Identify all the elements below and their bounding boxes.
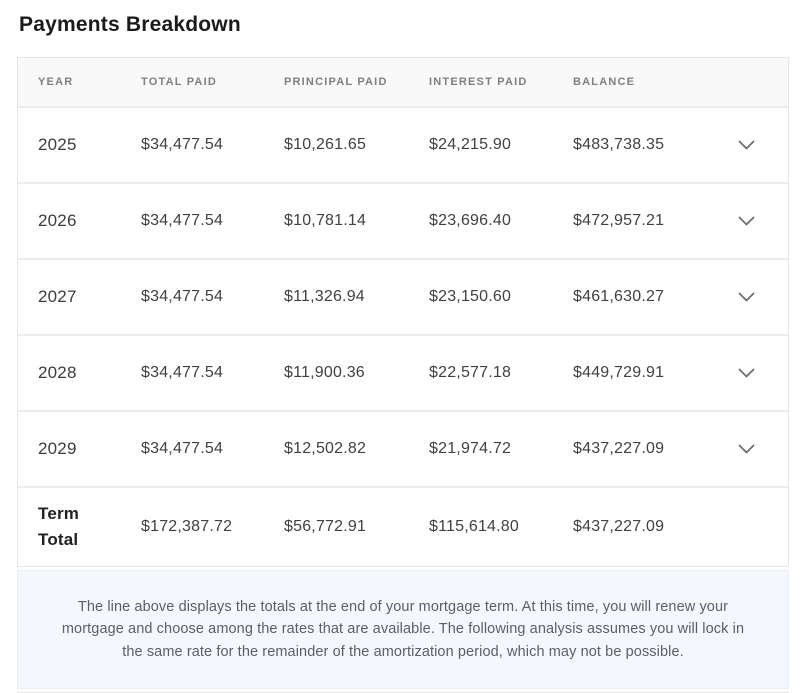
chevron-down-icon xyxy=(738,444,754,453)
cell-year: 2029 xyxy=(38,439,77,458)
chevron-down-icon xyxy=(738,368,754,377)
term-renewal-note: The line above displays the totals at th… xyxy=(17,570,789,689)
chevron-down-icon xyxy=(738,216,754,225)
term-principal-paid: $56,772.91 xyxy=(284,518,367,535)
expand-row-button[interactable] xyxy=(724,260,768,334)
cell-interest-paid: $24,215.90 xyxy=(429,136,512,153)
term-balance: $437,227.09 xyxy=(573,518,665,535)
table-row[interactable]: 2026 $34,477.54 $10,781.14 $23,696.40 $4… xyxy=(18,182,788,258)
column-header-principal-paid: PRINCIPAL PAID xyxy=(284,76,388,88)
term-total-label: Term Total xyxy=(38,503,80,549)
column-header-balance: BALANCE xyxy=(573,76,636,88)
expand-row-button[interactable] xyxy=(724,108,768,182)
cell-total-paid: $34,477.54 xyxy=(141,364,224,381)
payments-table: YEAR TOTAL PAID PRINCIPAL PAID INTEREST … xyxy=(17,57,789,567)
cell-year: 2025 xyxy=(38,135,77,154)
cell-principal-paid: $10,781.14 xyxy=(284,212,367,229)
table-row[interactable]: 2027 $34,477.54 $11,326.94 $23,150.60 $4… xyxy=(18,258,788,334)
cell-interest-paid: $21,974.72 xyxy=(429,440,512,457)
cell-principal-paid: $12,502.82 xyxy=(284,440,367,457)
term-total-paid: $172,387.72 xyxy=(141,518,233,535)
column-header-interest-paid: INTEREST PAID xyxy=(429,76,528,88)
chevron-down-icon xyxy=(738,140,754,149)
cell-balance: $472,957.21 xyxy=(573,212,665,229)
cell-total-paid: $34,477.54 xyxy=(141,288,224,305)
column-header-total-paid: TOTAL PAID xyxy=(141,76,217,88)
table-row[interactable]: 2028 $34,477.54 $11,900.36 $22,577.18 $4… xyxy=(18,334,788,410)
table-row[interactable]: 2025 $34,477.54 $10,261.65 $24,215.90 $4… xyxy=(18,106,788,182)
expand-row-button[interactable] xyxy=(724,184,768,258)
cell-balance: $437,227.09 xyxy=(573,440,665,457)
term-interest-paid: $115,614.80 xyxy=(429,518,519,535)
expand-row-button[interactable] xyxy=(724,412,768,486)
cell-balance: $461,630.27 xyxy=(573,288,665,305)
cell-interest-paid: $22,577.18 xyxy=(429,364,512,381)
term-total-row: Term Total $172,387.72 $56,772.91 $115,6… xyxy=(18,486,788,566)
table-row[interactable]: 2029 $34,477.54 $12,502.82 $21,974.72 $4… xyxy=(18,410,788,486)
cell-year: 2027 xyxy=(38,287,77,306)
table-header-row: YEAR TOTAL PAID PRINCIPAL PAID INTEREST … xyxy=(18,58,788,106)
cell-total-paid: $34,477.54 xyxy=(141,440,224,457)
cell-balance: $483,738.35 xyxy=(573,136,665,153)
expand-row-button[interactable] xyxy=(724,336,768,410)
cell-total-paid: $34,477.54 xyxy=(141,136,224,153)
cell-interest-paid: $23,696.40 xyxy=(429,212,512,229)
cell-principal-paid: $11,900.36 xyxy=(284,364,365,381)
cell-year: 2026 xyxy=(38,211,77,230)
cell-balance: $449,729.91 xyxy=(573,364,665,381)
page-title: Payments Breakdown xyxy=(19,13,241,36)
note-text: The line above displays the totals at th… xyxy=(61,598,745,660)
column-header-year: YEAR xyxy=(38,76,74,88)
cell-principal-paid: $11,326.94 xyxy=(284,288,365,305)
cell-total-paid: $34,477.54 xyxy=(141,212,224,229)
cell-principal-paid: $10,261.65 xyxy=(284,136,367,153)
cell-interest-paid: $23,150.60 xyxy=(429,288,512,305)
chevron-down-icon xyxy=(738,292,754,301)
cell-year: 2028 xyxy=(38,363,77,382)
